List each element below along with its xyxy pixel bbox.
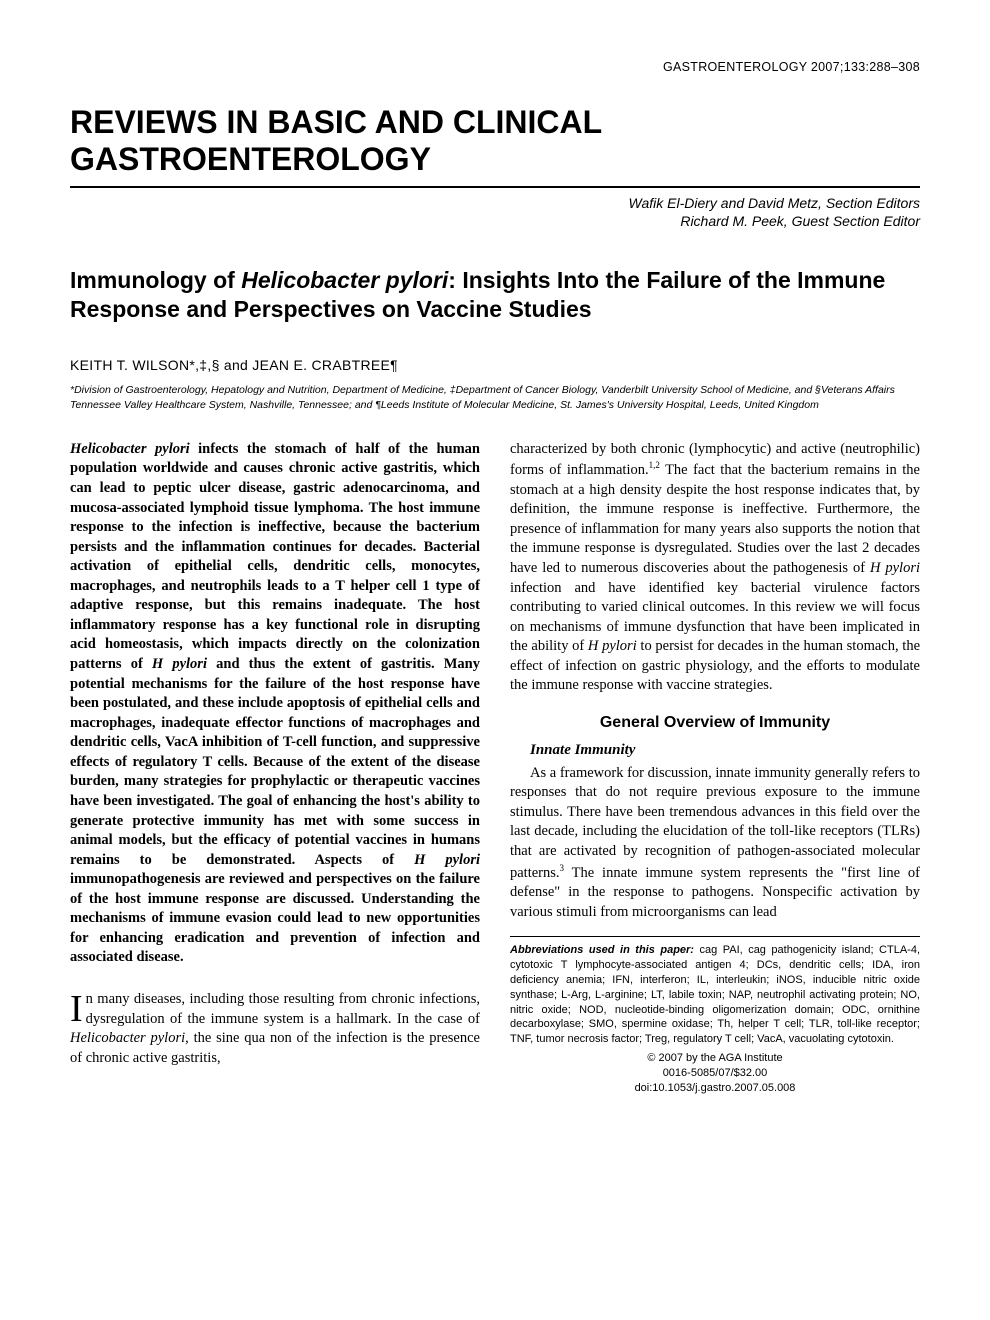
innate-paragraph: As a framework for discussion, innate im…: [510, 764, 920, 922]
editors-block: Wafik El-Diery and David Metz, Section E…: [70, 194, 920, 230]
abbrev-text: cag PAI, cag pathogenicity island; CTLA-…: [510, 944, 920, 1045]
section-title: REVIEWS IN BASIC AND CLINICAL GASTROENTE…: [70, 104, 920, 188]
subheading-innate: Innate Immunity: [510, 740, 920, 760]
continuation-paragraph: characterized by both chronic (lymphocyt…: [510, 440, 920, 696]
copyright-line3: doi:10.1053/j.gastro.2007.05.008: [635, 1082, 796, 1094]
citation-sup-1: 1,2: [649, 460, 660, 470]
abstract-ital-2: H pylori: [152, 656, 207, 672]
two-column-body: Helicobacter pylori infects the stomach …: [70, 440, 920, 1096]
editors-line1: Wafik El-Diery and David Metz, Section E…: [628, 195, 920, 211]
authors: KEITH T. WILSON*,‡,§ and JEAN E. CRABTRE…: [70, 357, 920, 373]
editors-line2: Richard M. Peek, Guest Section Editor: [680, 213, 920, 229]
section-title-line1: REVIEWS IN BASIC AND CLINICAL: [70, 104, 602, 140]
copyright-line2: 0016-5085/07/$32.00: [663, 1067, 768, 1079]
abstract-paragraph: Helicobacter pylori infects the stomach …: [70, 440, 480, 968]
abstract-ital-1: Helicobacter pylori: [70, 441, 190, 457]
abstract-text-2: and thus the extent of gastritis. Many p…: [70, 656, 480, 868]
right-column: characterized by both chronic (lymphocyt…: [510, 440, 920, 1096]
dropcap: I: [70, 990, 86, 1024]
page: GASTROENTEROLOGY 2007;133:288–308 REVIEW…: [0, 0, 990, 1146]
abstract-text-1: infects the stomach of half of the human…: [70, 441, 480, 672]
intro-ital-1: Helicobacter pylori: [70, 1030, 185, 1046]
abstract-text-3: immunopathogenesis are reviewed and pers…: [70, 871, 480, 965]
intro-paragraph: In many diseases, including those result…: [70, 990, 480, 1068]
article-title-italic: Helicobacter pylori: [241, 267, 448, 293]
abbreviations-box: Abbreviations used in this paper: cag PA…: [510, 936, 920, 1095]
abbrev-label: Abbreviations used in this paper:: [510, 944, 694, 956]
article-title-pre: Immunology of: [70, 267, 241, 293]
col2-ital-2: H pylori: [588, 638, 637, 654]
col2-text-2: The fact that the bacterium remains in t…: [510, 462, 920, 576]
intro-text-1: n many diseases, including those resulti…: [86, 991, 480, 1027]
copyright-line1: © 2007 by the AGA Institute: [647, 1052, 782, 1064]
affiliations: *Division of Gastroenterology, Hepatolog…: [70, 383, 920, 411]
heading-overview: General Overview of Immunity: [510, 712, 920, 734]
left-column: Helicobacter pylori infects the stomach …: [70, 440, 480, 1096]
article-title: Immunology of Helicobacter pylori: Insig…: [70, 266, 920, 324]
journal-reference: GASTROENTEROLOGY 2007;133:288–308: [70, 60, 920, 74]
section-title-line2: GASTROENTEROLOGY: [70, 141, 431, 177]
copyright-block: © 2007 by the AGA Institute 0016-5085/07…: [510, 1051, 920, 1096]
col2-ital-1: H pylori: [870, 560, 920, 576]
innate-text-2: The innate immune system represents the …: [510, 864, 920, 919]
abstract-ital-3: H pylori: [414, 852, 480, 868]
